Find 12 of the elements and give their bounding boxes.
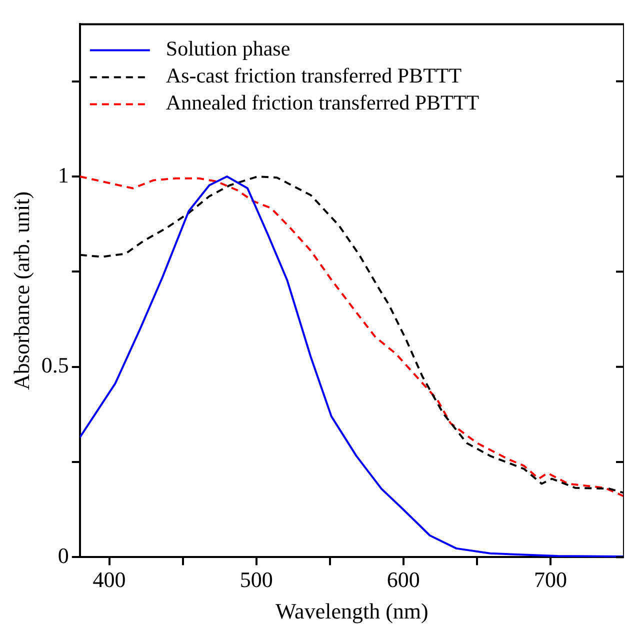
y-tick-label: 0 [58,542,69,568]
legend-label: As-cast friction transferred PBTTT [166,64,462,88]
x-tick-label: 700 [534,567,567,592]
y-tick-label: 1 [58,162,69,188]
x-axis-title: Wavelength (nm) [276,598,428,624]
y-tick-label: 0.5 [41,352,69,378]
legend-label: Annealed friction transferred PBTTT [166,90,480,115]
y-axis-title: Absorbance (arb. unit) [8,191,34,390]
x-tick-label: 500 [240,567,273,592]
legend-label: Solution phase [166,36,290,61]
x-tick-label: 600 [386,567,420,592]
x-tick-label: 400 [92,567,126,592]
